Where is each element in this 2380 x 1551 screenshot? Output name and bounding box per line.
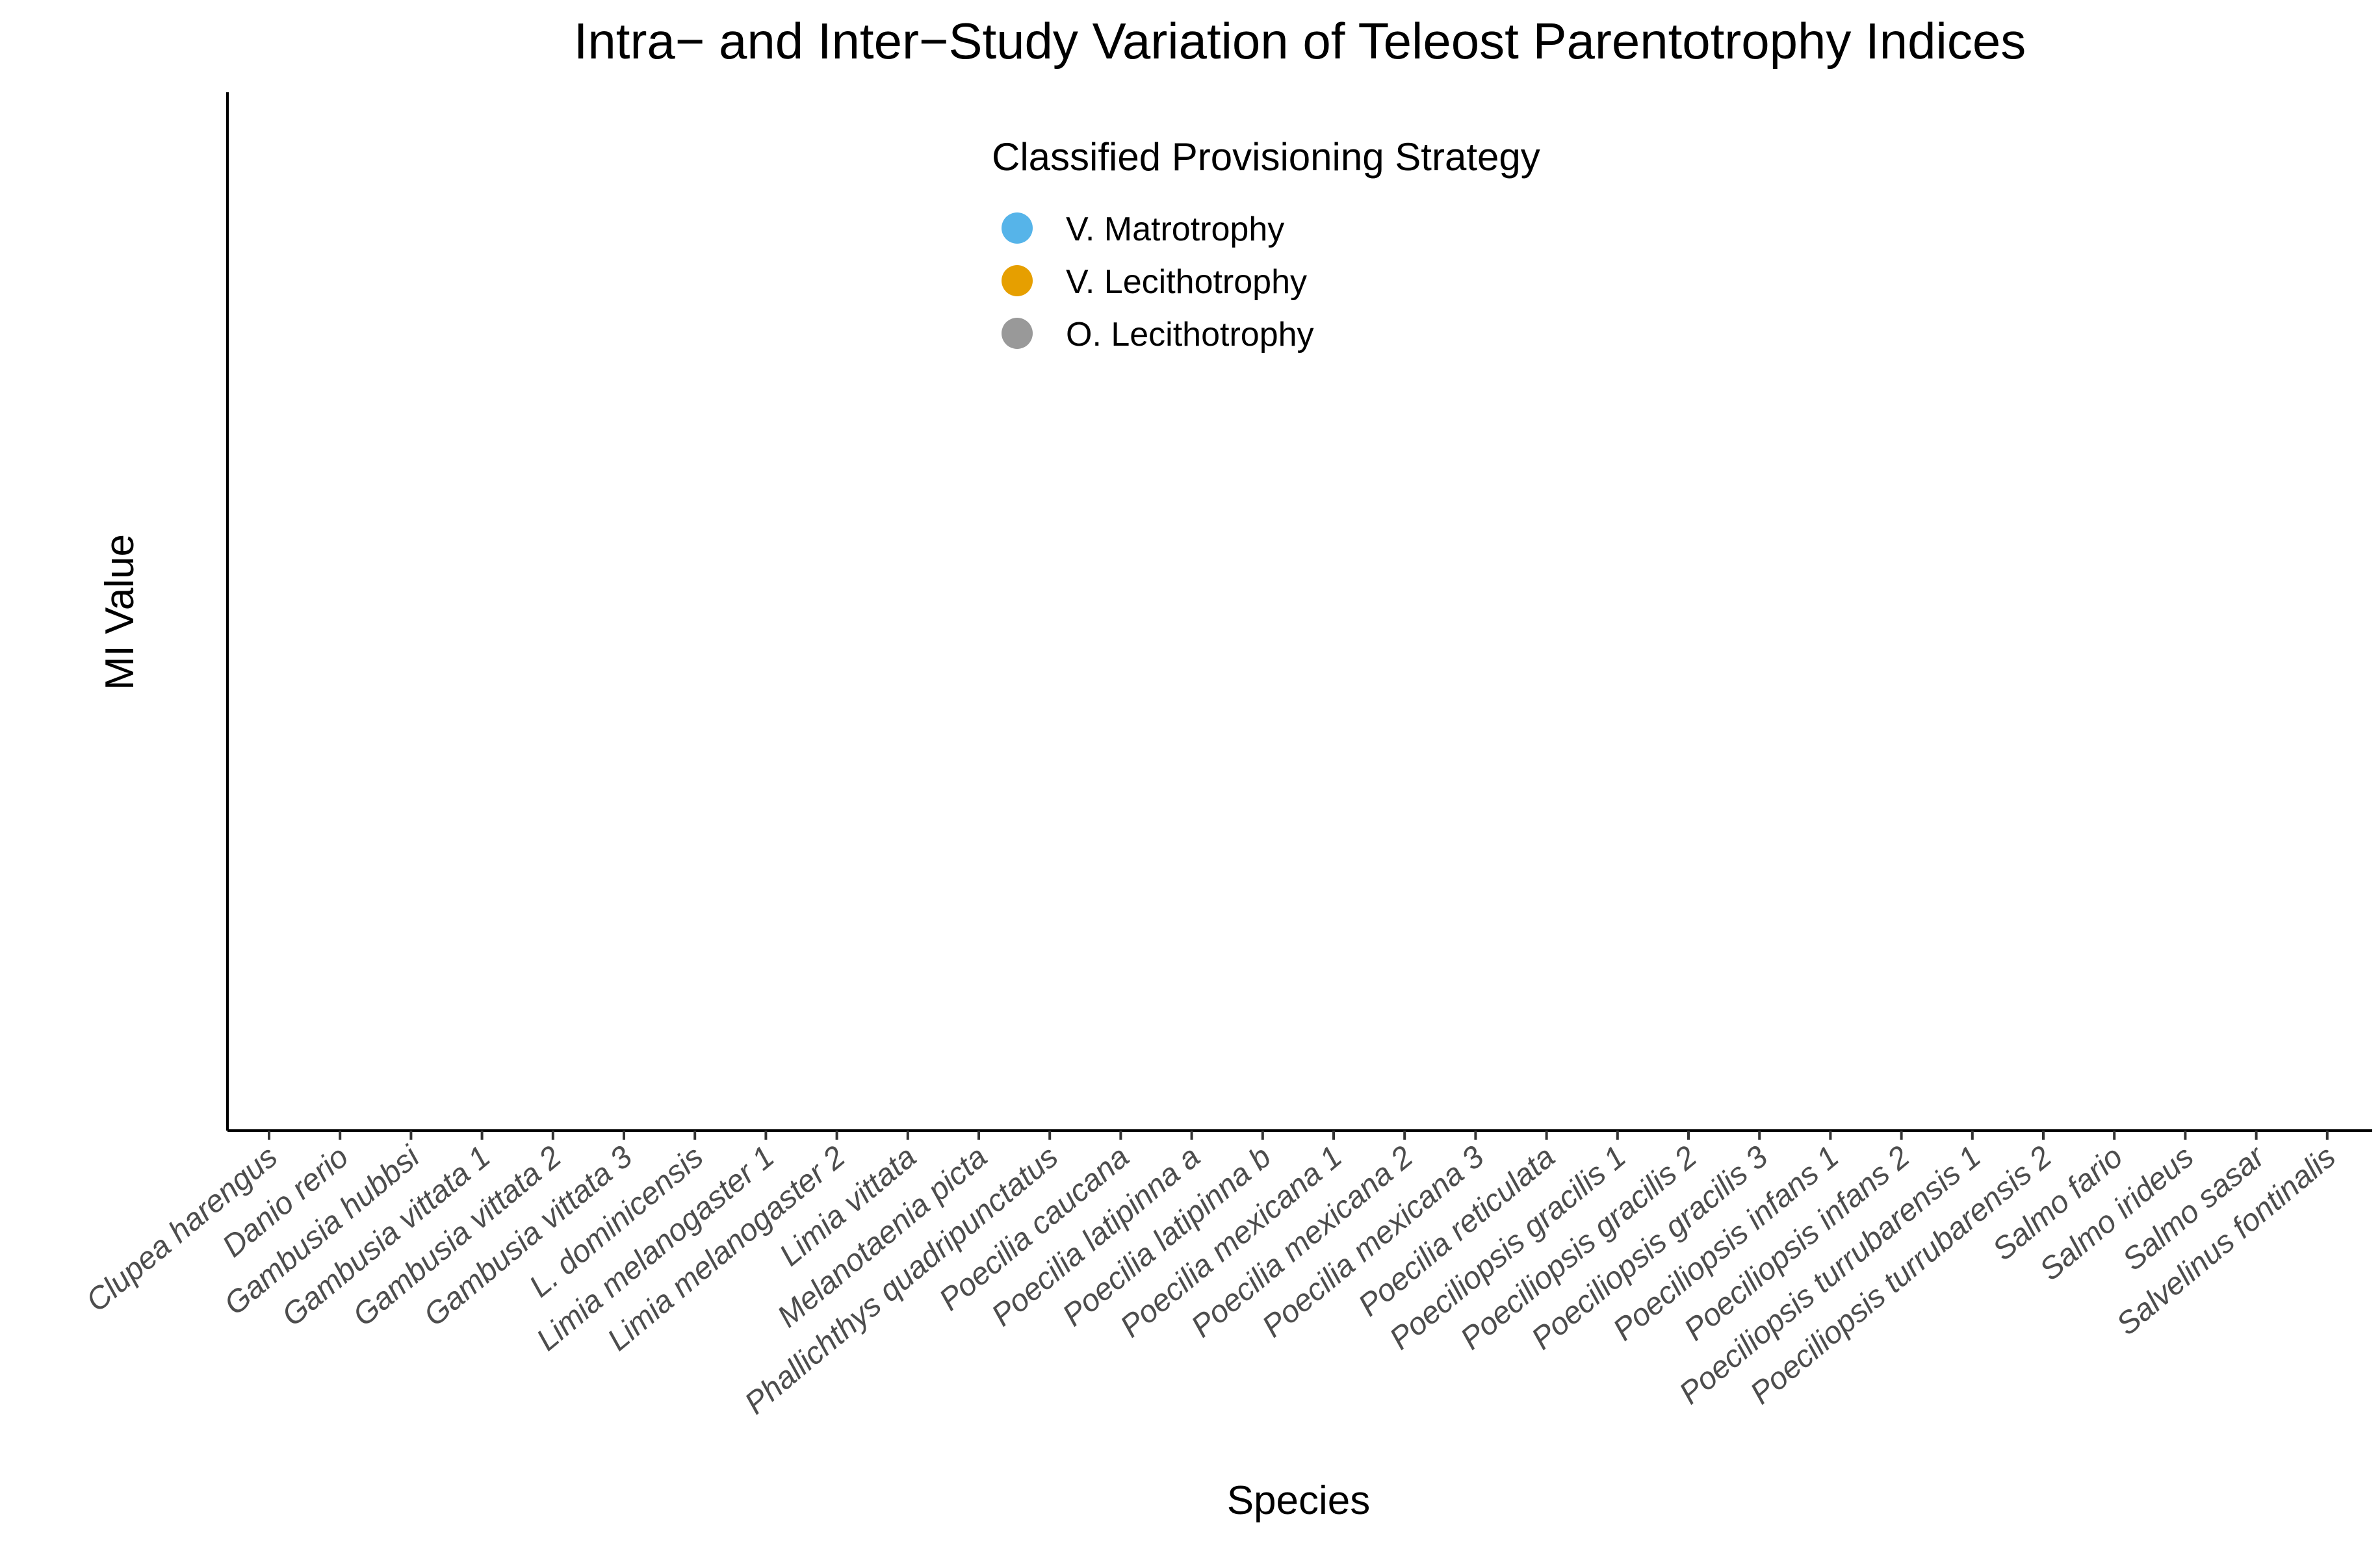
legend-key-o-lecithotrophy (1002, 318, 1033, 349)
chart-title: Intra− and Inter−Study Variation of Tele… (574, 12, 2026, 70)
legend-label-v-matrotrophy: V. Matrotrophy (1066, 211, 1284, 248)
axes (226, 92, 2372, 1132)
legend-label-o-lecithotrophy: O. Lecithotrophy (1066, 316, 1314, 353)
y-axis-title: MI Value (97, 534, 142, 690)
legend-label-v-lecithotrophy: V. Lecithotrophy (1066, 263, 1307, 301)
legend: Classified Provisioning Strategy V. Matr… (992, 135, 1540, 353)
x-axis-title: Species (1227, 1478, 1371, 1523)
legend-key-v-lecithotrophy (1002, 265, 1033, 296)
legend-key-v-matrotrophy (1002, 212, 1033, 244)
legend-title: Classified Provisioning Strategy (992, 135, 1540, 179)
